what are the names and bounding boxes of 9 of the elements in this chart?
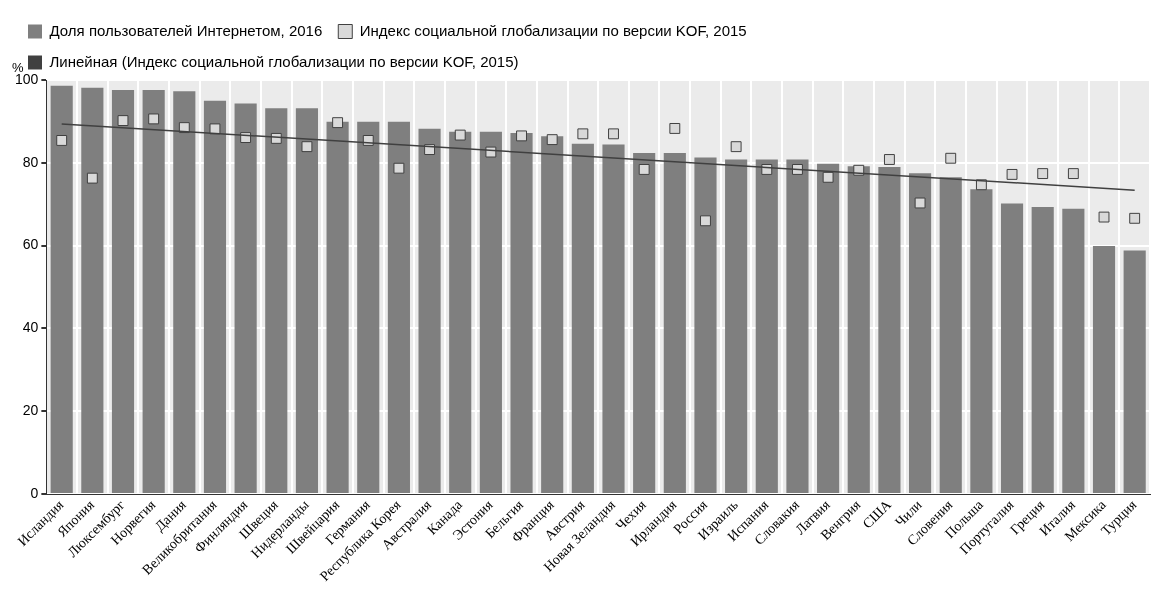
y-tick-label: 40 bbox=[22, 319, 39, 336]
y-tick-label: 0 bbox=[30, 484, 39, 501]
legend-label: Индекс социальной глобализации по версии KOF, 2015 bbox=[359, 21, 747, 39]
legend-label: Линейная (Индекс социальной глобализации по версии KOF, 2015) bbox=[49, 52, 519, 70]
y-axis-title: % bbox=[12, 59, 24, 75]
y-tick-label: 80 bbox=[22, 153, 39, 170]
y-tick-label: 60 bbox=[22, 236, 39, 253]
legend-label: Доля пользователей Интернетом, 2016 bbox=[49, 21, 323, 39]
y-tick-label: 20 bbox=[22, 402, 39, 419]
